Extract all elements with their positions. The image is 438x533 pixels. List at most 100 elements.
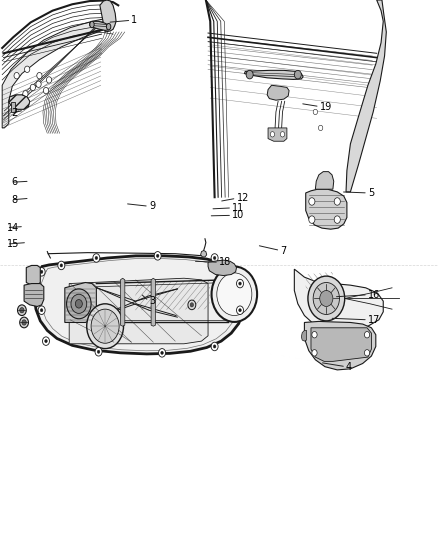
Circle shape	[364, 350, 370, 356]
Circle shape	[60, 264, 63, 267]
Polygon shape	[11, 102, 15, 112]
Polygon shape	[120, 278, 125, 326]
Polygon shape	[69, 278, 208, 344]
Circle shape	[43, 87, 49, 94]
Polygon shape	[208, 260, 237, 276]
Circle shape	[309, 198, 315, 205]
Polygon shape	[65, 282, 96, 322]
Polygon shape	[90, 21, 110, 30]
Circle shape	[239, 282, 241, 285]
Polygon shape	[100, 0, 116, 32]
Circle shape	[309, 216, 315, 223]
Circle shape	[313, 109, 318, 115]
Circle shape	[42, 337, 49, 345]
Circle shape	[312, 350, 317, 356]
Polygon shape	[151, 278, 155, 326]
Polygon shape	[301, 330, 307, 341]
Text: 18: 18	[219, 257, 231, 267]
Circle shape	[36, 81, 41, 87]
Circle shape	[270, 132, 275, 137]
Circle shape	[20, 317, 28, 328]
Text: 6: 6	[11, 177, 17, 187]
Circle shape	[313, 282, 339, 314]
Circle shape	[334, 198, 340, 205]
Ellipse shape	[106, 23, 111, 30]
Circle shape	[93, 254, 100, 262]
Circle shape	[280, 132, 285, 137]
Text: 19: 19	[320, 102, 332, 111]
Circle shape	[294, 70, 301, 79]
Polygon shape	[346, 0, 386, 192]
Circle shape	[97, 350, 100, 353]
Circle shape	[95, 256, 98, 260]
Text: 1: 1	[131, 15, 138, 25]
Circle shape	[38, 268, 45, 276]
Text: 9: 9	[149, 201, 155, 211]
Ellipse shape	[90, 21, 94, 28]
Circle shape	[156, 254, 159, 257]
Text: 7: 7	[280, 246, 286, 255]
Circle shape	[91, 309, 119, 343]
Text: 17: 17	[368, 315, 380, 325]
Circle shape	[211, 254, 218, 262]
Circle shape	[334, 216, 340, 223]
Polygon shape	[244, 70, 303, 79]
Polygon shape	[304, 321, 376, 370]
Circle shape	[364, 332, 370, 338]
Circle shape	[188, 300, 196, 310]
Text: 16: 16	[368, 290, 380, 300]
Text: 10: 10	[232, 211, 244, 220]
Text: 4: 4	[346, 362, 352, 372]
Polygon shape	[294, 269, 383, 332]
Circle shape	[318, 125, 323, 131]
Polygon shape	[2, 19, 105, 128]
Circle shape	[237, 306, 244, 314]
Circle shape	[320, 290, 333, 306]
Polygon shape	[9, 95, 30, 109]
Circle shape	[211, 342, 218, 351]
Polygon shape	[267, 85, 289, 100]
Circle shape	[20, 308, 24, 313]
Circle shape	[75, 300, 82, 308]
Circle shape	[308, 276, 345, 321]
Circle shape	[217, 273, 252, 316]
Circle shape	[37, 72, 42, 79]
Text: 8: 8	[11, 195, 17, 205]
Circle shape	[23, 91, 28, 97]
Circle shape	[159, 349, 166, 357]
Circle shape	[190, 303, 194, 307]
Circle shape	[246, 70, 253, 79]
Circle shape	[154, 252, 161, 260]
Text: 15: 15	[7, 239, 19, 249]
Circle shape	[45, 340, 47, 343]
Circle shape	[67, 289, 91, 319]
Circle shape	[18, 305, 26, 316]
Polygon shape	[268, 128, 287, 141]
Polygon shape	[315, 172, 334, 189]
Polygon shape	[24, 284, 44, 306]
Text: 11: 11	[232, 203, 244, 213]
Circle shape	[312, 332, 317, 338]
Polygon shape	[34, 256, 244, 354]
Circle shape	[237, 279, 244, 288]
Circle shape	[25, 66, 30, 72]
Circle shape	[46, 77, 52, 83]
Circle shape	[40, 270, 43, 273]
Circle shape	[239, 309, 241, 312]
Polygon shape	[26, 265, 40, 285]
Circle shape	[40, 309, 43, 312]
Circle shape	[213, 256, 216, 260]
Text: 2: 2	[11, 108, 17, 118]
Polygon shape	[311, 328, 371, 361]
Circle shape	[87, 304, 124, 349]
Circle shape	[14, 72, 19, 79]
Circle shape	[212, 266, 257, 322]
Text: 5: 5	[368, 188, 374, 198]
Text: 3: 3	[149, 296, 155, 306]
Circle shape	[38, 306, 45, 314]
Circle shape	[58, 261, 65, 270]
Circle shape	[30, 84, 35, 91]
Circle shape	[161, 351, 163, 354]
Circle shape	[213, 345, 216, 348]
Text: 14: 14	[7, 223, 19, 232]
